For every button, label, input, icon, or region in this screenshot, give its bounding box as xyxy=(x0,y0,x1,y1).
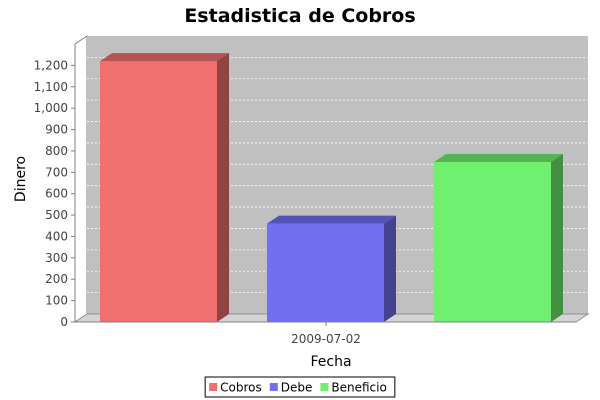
chart-title: Estadistica de Cobros xyxy=(184,5,415,27)
plot-left-wall xyxy=(74,35,88,323)
y-tick-label: 500 xyxy=(45,208,68,222)
y-tick-label: 900 xyxy=(45,123,68,137)
y-tick-label: 600 xyxy=(45,187,68,201)
y-tick-label: 400 xyxy=(45,229,68,243)
y-tick-label: 700 xyxy=(45,165,68,179)
legend-swatch xyxy=(320,383,329,391)
legend-entry: Beneficio xyxy=(331,381,386,395)
bar-debe-top xyxy=(267,215,396,224)
legend-frame xyxy=(204,376,396,398)
y-tick-label: 800 xyxy=(45,144,68,158)
legend-entry: Debe xyxy=(281,381,313,395)
y-tick-label: 1,000 xyxy=(34,101,68,115)
legend-swatch xyxy=(209,383,218,391)
y-tick-label: 300 xyxy=(45,251,68,265)
bars xyxy=(100,53,563,322)
y-tick-label: 1,100 xyxy=(34,80,68,94)
legend-swatch xyxy=(269,383,278,391)
y-axis: 0 100 200 300 400 500 600 700 800 900 1,000 1,100 1,… xyxy=(34,44,76,329)
bar-beneficio-side xyxy=(551,154,563,322)
y-tick-label: 0 xyxy=(60,315,68,329)
bar-cobros-top xyxy=(100,53,229,62)
y-tick-label: 100 xyxy=(45,294,68,308)
y-tick-label: 200 xyxy=(45,272,68,286)
y-axis-label: Dinero xyxy=(13,156,29,202)
y-tick-label: 1,200 xyxy=(34,58,68,72)
legend-entry: Cobros xyxy=(220,381,262,395)
bar-cobros-front xyxy=(100,61,217,322)
bar-debe-front xyxy=(267,223,384,322)
legend: Cobros Debe Beneficio xyxy=(204,376,396,398)
bar-beneficio-top xyxy=(434,154,563,163)
x-tick-label: 2009-07-02 xyxy=(291,332,361,346)
bar-debe-side xyxy=(384,215,396,322)
bar-beneficio-front xyxy=(434,162,551,322)
x-axis-label: Fecha xyxy=(310,354,351,370)
bar-cobros-side xyxy=(217,53,229,322)
